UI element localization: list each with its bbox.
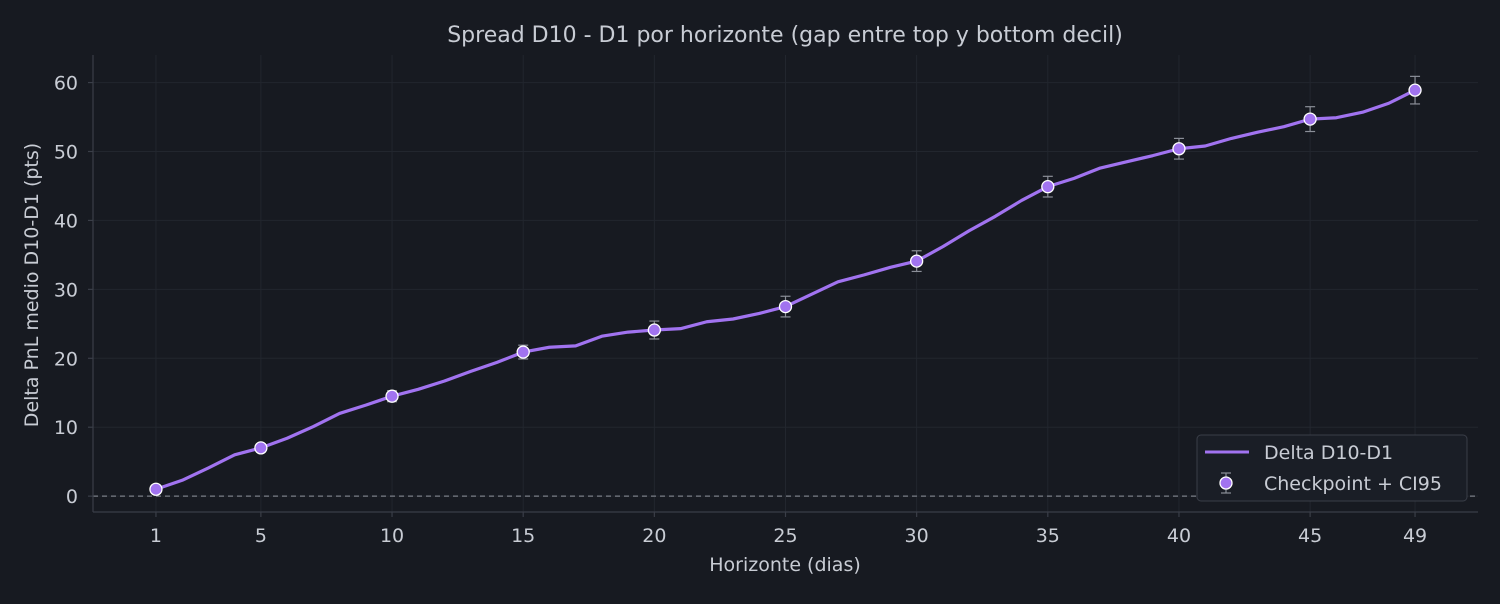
checkpoint-marker — [1408, 83, 1422, 97]
checkpoint-marker — [254, 441, 268, 455]
checkpoints — [149, 75, 1422, 496]
legend-box — [1196, 434, 1468, 502]
x-tick-label: 49 — [1403, 525, 1427, 547]
y-axis-label: Delta PnL medio D10-D1 (pts) — [21, 143, 43, 427]
x-tick-label: 35 — [1036, 525, 1060, 547]
checkpoint-marker — [149, 482, 163, 496]
y-tick-label: 50 — [54, 142, 78, 164]
legend-label: Delta D10-D1 — [1264, 442, 1393, 464]
grid — [93, 55, 1478, 512]
x-tick-label: 15 — [511, 525, 535, 547]
legend-label: Checkpoint + CI95 — [1264, 473, 1442, 495]
y-tick-label: 0 — [66, 486, 78, 508]
y-tick-label: 10 — [54, 417, 78, 439]
y-tick-label: 60 — [54, 73, 78, 95]
checkpoint-marker — [778, 299, 793, 314]
x-tick-label: 30 — [905, 525, 929, 547]
checkpoint-marker — [1041, 180, 1055, 194]
x-tick-label: 20 — [642, 525, 666, 547]
y-tick-label: 20 — [54, 348, 78, 370]
checkpoint-marker — [385, 389, 399, 403]
checkpoint-marker — [1172, 142, 1186, 156]
chart-title: Spread D10 - D1 por horizonte (gap entre… — [447, 23, 1123, 48]
x-tick-label: 1 — [150, 525, 162, 547]
x-tick-label: 25 — [773, 525, 797, 547]
x-tick-label: 45 — [1298, 525, 1322, 547]
y-tick-label: 40 — [54, 210, 78, 232]
checkpoint-marker — [910, 254, 924, 268]
x-axis-label: Horizonte (dias) — [709, 554, 861, 576]
y-tick-label: 30 — [54, 279, 78, 301]
x-tick-label: 5 — [255, 525, 267, 547]
checkpoint-marker — [1303, 112, 1317, 126]
checkpoint-marker — [516, 345, 530, 359]
x-tick-label: 10 — [380, 525, 404, 547]
x-tick-label: 40 — [1167, 525, 1191, 547]
legend: Delta D10-D1 Checkpoint + CI95 — [1196, 434, 1468, 502]
legend-marker-swatch — [1219, 476, 1233, 490]
checkpoint-marker — [647, 323, 661, 337]
